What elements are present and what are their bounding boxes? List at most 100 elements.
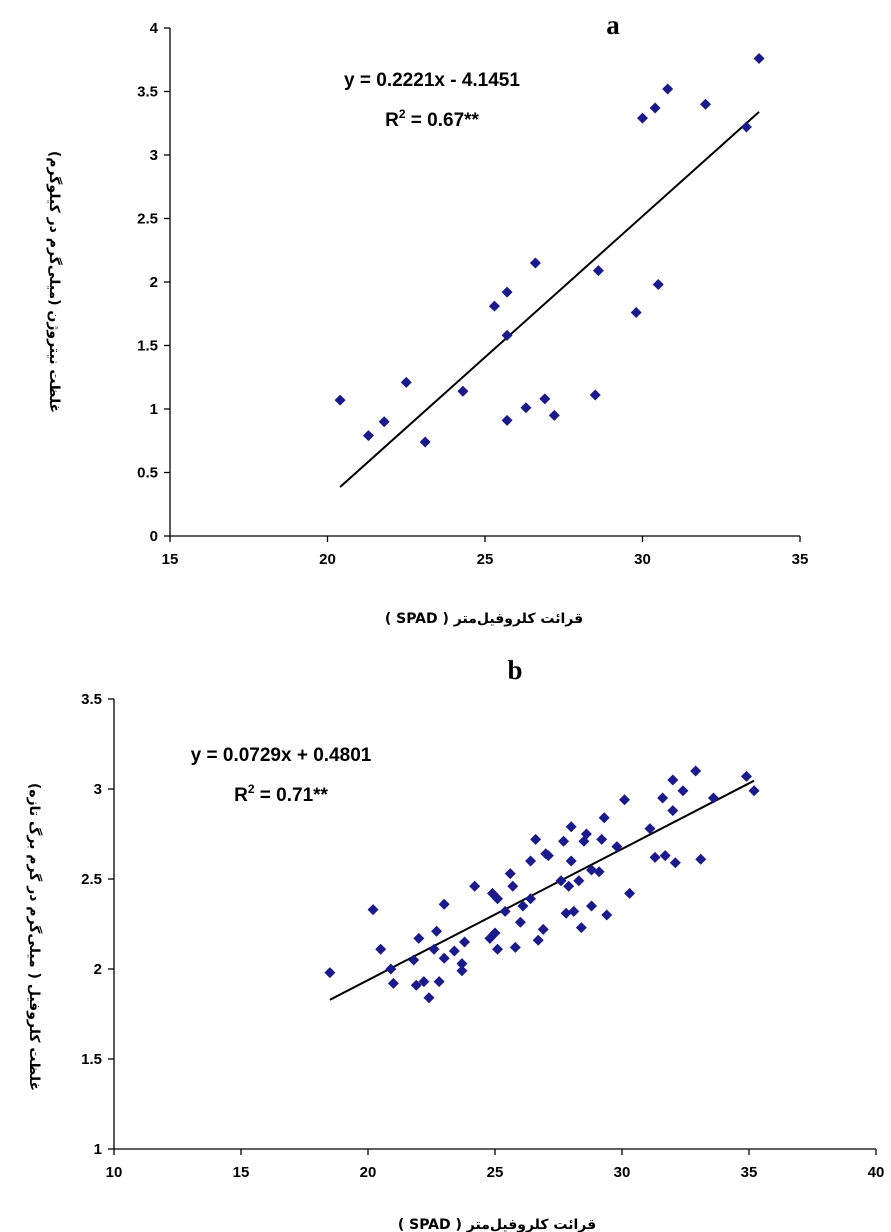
data-point <box>438 952 450 964</box>
data-point <box>532 934 544 946</box>
data-point <box>619 794 631 806</box>
x-tick-label: 25 <box>477 551 494 568</box>
data-point <box>378 416 390 428</box>
data-point <box>423 992 435 1004</box>
data-point <box>507 880 519 892</box>
data-point <box>657 792 669 804</box>
data-point <box>695 853 707 865</box>
data-point <box>501 414 513 426</box>
panel-label: b <box>507 655 522 685</box>
data-point <box>492 943 504 955</box>
data-point <box>652 279 664 291</box>
panel-label: a <box>606 10 620 40</box>
r-squared-prefix: R <box>385 110 399 131</box>
r-squared-prefix: R <box>234 785 248 806</box>
data-point <box>565 821 577 833</box>
data-point <box>525 855 537 867</box>
x-tick-label: 25 <box>487 1164 504 1181</box>
data-point <box>753 52 765 64</box>
data-point <box>592 265 604 277</box>
data-point <box>637 112 648 124</box>
data-point <box>517 900 529 912</box>
x-tick-label: 35 <box>792 551 809 568</box>
data-point <box>362 430 374 442</box>
data-point <box>558 835 570 847</box>
y-tick-label: 3.5 <box>137 84 158 101</box>
data-point <box>375 943 387 955</box>
y-axis-label: غلظت کلروفیل ( میلی‌گرم در گرم برگ تازه) <box>26 783 43 1091</box>
data-point <box>644 823 656 835</box>
chart-a-svg: 15 20 25 30 35 0 0.5 1 1.5 2 2.5 3 3.5 4 a y = 0.2221x … <box>46 10 809 627</box>
data-point <box>555 875 567 887</box>
data-point <box>448 945 460 957</box>
data-point <box>560 907 572 919</box>
data-point <box>501 329 513 341</box>
chart-a: 15 20 25 30 35 0 0.5 1 1.5 2 2.5 3 3.5 4 a y = 0.2221x … <box>46 10 809 627</box>
data-point <box>598 812 610 824</box>
data-point <box>669 857 681 869</box>
data-point <box>324 967 336 979</box>
data-point <box>573 875 585 887</box>
data-point <box>677 785 689 797</box>
trend-line <box>339 111 760 488</box>
y-tick-label: 1 <box>94 1141 102 1158</box>
data-point <box>667 805 679 817</box>
data-point <box>459 936 471 948</box>
data-point <box>565 855 577 867</box>
x-tick-label: 20 <box>360 1164 377 1181</box>
x-tick-label: 10 <box>106 1164 123 1181</box>
x-axis-label: قرائت کلروفیل‌متر ( SPAD ) <box>398 1217 596 1232</box>
data-point <box>601 909 613 921</box>
chart-b-svg: 10 15 20 25 30 35 40 1 1.5 2 2.5 3 3.5 b y = 0.0729x +… <box>26 655 884 1232</box>
x-tick-label: 15 <box>162 551 179 568</box>
data-point <box>457 385 469 397</box>
x-axis-label: قرائت کلروفیل‌متر ( SPAD ) <box>385 611 583 627</box>
data-point <box>748 785 760 797</box>
data-point <box>539 393 551 405</box>
data-point <box>563 880 575 892</box>
data-point <box>740 121 752 133</box>
data-point <box>700 98 711 110</box>
data-point <box>400 376 412 388</box>
regression-equation: y = 0.0729x + 0.4801 <box>191 745 372 766</box>
data-point <box>456 965 468 977</box>
x-tick-label: 30 <box>634 551 651 568</box>
data-point <box>469 880 481 892</box>
data-point <box>456 958 468 970</box>
data-point <box>492 893 504 905</box>
data-point <box>586 864 598 876</box>
data-point <box>593 866 605 878</box>
r-squared-superscript: 2 <box>248 782 255 796</box>
data-point <box>580 828 592 840</box>
data-point <box>649 851 661 863</box>
y-tick-label: 2.5 <box>81 871 102 888</box>
data-point <box>537 923 549 935</box>
data-point <box>410 979 422 991</box>
data-point <box>367 904 379 916</box>
y-tick-label: 1.5 <box>81 1051 102 1068</box>
y-tick-label: 4 <box>150 20 159 37</box>
data-point <box>499 905 511 917</box>
data-point <box>408 954 420 966</box>
y-tick-label: 1 <box>150 401 158 418</box>
data-point <box>659 850 671 862</box>
data-point <box>419 436 431 448</box>
data-point <box>596 833 608 845</box>
x-tick-label: 35 <box>741 1164 758 1181</box>
data-point <box>530 833 542 845</box>
y-tick-label: 1.5 <box>137 338 158 355</box>
data-point <box>514 916 526 928</box>
data-point <box>649 102 661 114</box>
r-squared-superscript: 2 <box>399 107 406 121</box>
data-point <box>509 941 521 953</box>
x-tick-label: 20 <box>319 551 336 568</box>
data-point <box>488 300 500 312</box>
data-point <box>486 887 498 899</box>
data-point <box>740 770 752 782</box>
data-point <box>520 402 532 414</box>
r-squared-label: R2 = 0.67** <box>385 107 479 131</box>
r-squared-value: = 0.67** <box>406 110 480 131</box>
data-point <box>707 792 719 804</box>
x-tick-label: 15 <box>233 1164 250 1181</box>
y-tick-label: 3.5 <box>81 691 102 708</box>
